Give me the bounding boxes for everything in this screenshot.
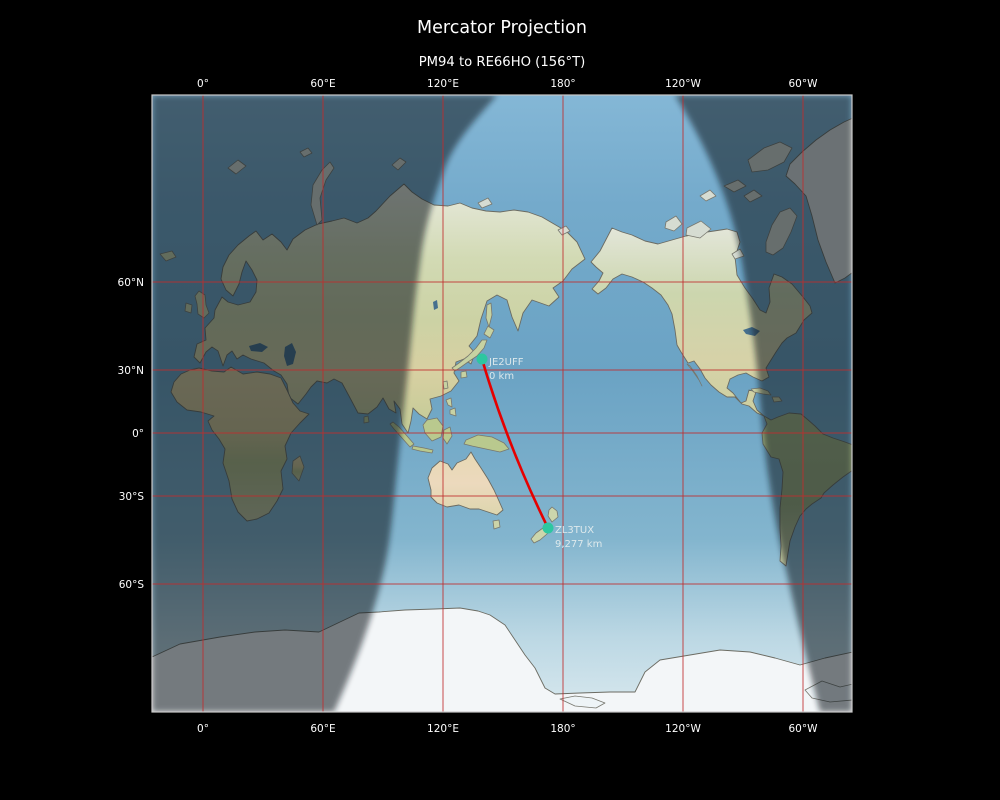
origin-annotation: JE2UFF 0 km [488, 357, 524, 382]
axes-spine [151, 94, 853, 713]
tick-60n: 60°N [118, 277, 144, 289]
x-axis-top-ticks: 0° 60°E 120°E 180° 120°W 60°W [197, 78, 818, 90]
tick-top-120e: 120°E [427, 78, 459, 90]
x-axis-bottom-ticks: 0° 60°E 120°E 180° 120°W 60°W [197, 723, 818, 735]
origin-distance-label: 0 km [489, 371, 514, 382]
origin-marker [476, 353, 488, 365]
origin-callsign-label: JE2UFF [488, 357, 524, 368]
night-shading [152, 95, 852, 712]
figure-subtitle: PM94 to RE66HO (156°T) [419, 55, 586, 70]
figure-title: Mercator Projection [417, 18, 587, 38]
tick-bottom-180: 180° [550, 723, 575, 735]
tick-bottom-120w: 120°W [665, 723, 701, 735]
destination-callsign-label: ZL3TUX [555, 525, 594, 536]
tick-bottom-60w: 60°W [789, 723, 819, 735]
tick-bottom-0: 0° [197, 723, 209, 735]
island-tasmania [492, 519, 501, 530]
great-circle-path [480, 357, 550, 530]
island-taiwan [442, 380, 449, 390]
peninsula-baja [686, 363, 703, 387]
graticule [152, 95, 852, 712]
tick-top-60e: 60°E [310, 78, 335, 90]
tick-top-120w: 120°W [665, 78, 701, 90]
destination-distance-label: 9,277 km [555, 539, 602, 550]
tick-60s: 60°S [119, 579, 145, 591]
tick-30s: 30°S [119, 491, 145, 503]
destination-annotation: ZL3TUX 9,277 km [555, 525, 602, 550]
philippines [445, 397, 457, 417]
tick-bottom-120e: 120°E [427, 723, 459, 735]
landmass-australia [427, 451, 504, 516]
island-sakhalin [485, 302, 493, 328]
tick-bottom-60e: 60°E [310, 723, 335, 735]
ross-ice-shelf [559, 695, 606, 709]
y-axis-ticks: 60°N 30°N 0° 30°S 60°S [118, 277, 145, 591]
tick-30n: 30°N [118, 365, 144, 377]
tick-top-0: 0° [197, 78, 209, 90]
tick-0: 0° [132, 428, 144, 440]
tick-top-180: 180° [550, 78, 575, 90]
destination-marker [542, 522, 554, 534]
map-canvas: JE2UFF 0 km ZL3TUX 9,277 km [152, 95, 852, 712]
tick-top-60w: 60°W [789, 78, 819, 90]
